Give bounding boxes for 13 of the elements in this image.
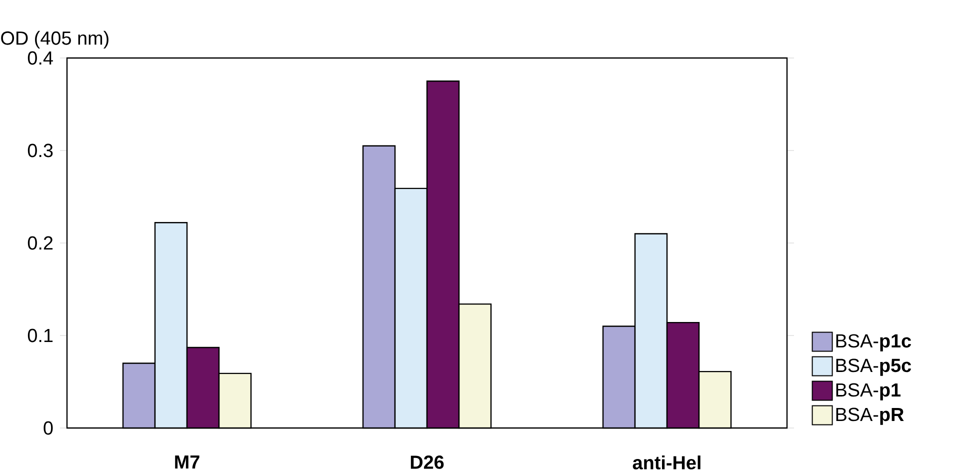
x-tick-label: anti-Hel — [632, 456, 700, 470]
y-tick-label: 0.2 — [28, 236, 53, 250]
legend-label: BSA-p1c — [836, 334, 912, 352]
legend-label: BSA-p5c — [836, 358, 912, 376]
y-tick-label: 0.4 — [28, 51, 53, 65]
x-tick-label: M7 — [175, 456, 200, 469]
legend-label: BSA-pR — [836, 408, 904, 425]
y-tick-label: 0 — [44, 421, 53, 435]
y-axis-title: OD (405 nm) — [1, 30, 108, 49]
legend-label: BSA-p1 — [836, 383, 901, 400]
y-tick-label: 0.3 — [28, 144, 53, 158]
x-tick-label: D26 — [410, 456, 444, 469]
y-tick-label: 0.1 — [28, 328, 53, 342]
